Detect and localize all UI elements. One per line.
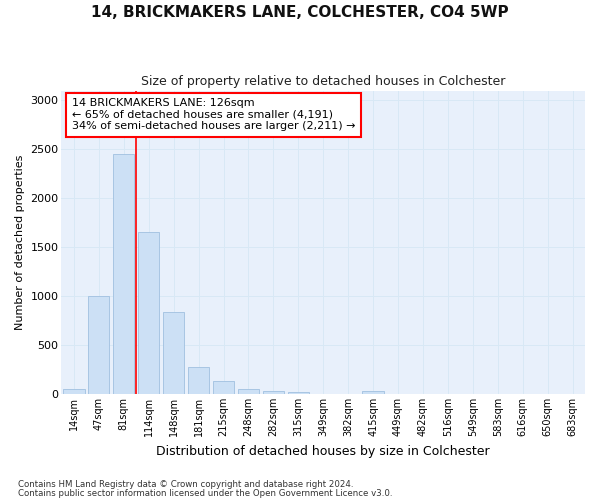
Bar: [113, 154, 134, 394]
Bar: [213, 381, 234, 394]
Bar: [163, 312, 184, 394]
Title: Size of property relative to detached houses in Colchester: Size of property relative to detached ho…: [141, 75, 505, 88]
Text: Contains public sector information licensed under the Open Government Licence v3: Contains public sector information licen…: [18, 488, 392, 498]
Bar: [188, 367, 209, 394]
Bar: [263, 390, 284, 394]
Text: 14, BRICKMAKERS LANE, COLCHESTER, CO4 5WP: 14, BRICKMAKERS LANE, COLCHESTER, CO4 5W…: [91, 5, 509, 20]
Bar: [88, 296, 109, 394]
Bar: [362, 391, 383, 394]
Bar: [238, 388, 259, 394]
Bar: [288, 392, 309, 394]
Y-axis label: Number of detached properties: Number of detached properties: [15, 154, 25, 330]
Text: Contains HM Land Registry data © Crown copyright and database right 2024.: Contains HM Land Registry data © Crown c…: [18, 480, 353, 489]
Bar: [64, 388, 85, 394]
X-axis label: Distribution of detached houses by size in Colchester: Distribution of detached houses by size …: [157, 444, 490, 458]
Text: 14 BRICKMAKERS LANE: 126sqm
← 65% of detached houses are smaller (4,191)
34% of : 14 BRICKMAKERS LANE: 126sqm ← 65% of det…: [72, 98, 355, 132]
Bar: [138, 232, 160, 394]
